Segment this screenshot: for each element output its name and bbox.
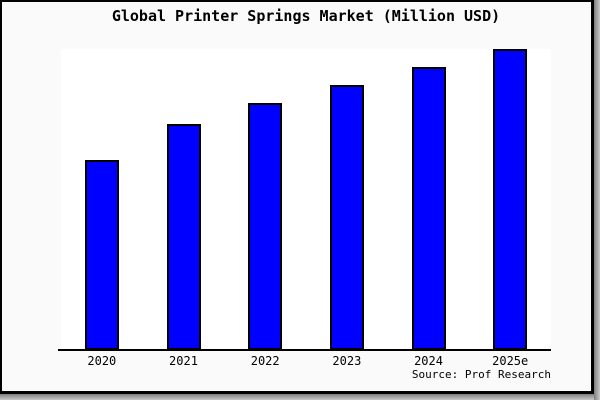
x-tick-label-2025e: 2025e — [492, 354, 529, 368]
bar-2023 — [329, 85, 364, 350]
bar-2024 — [411, 67, 446, 350]
frame-border-right — [591, 0, 594, 394]
frame-shadow-right — [594, 0, 600, 400]
bar-2021 — [166, 124, 201, 350]
frame-border-bottom — [0, 391, 594, 394]
bar-2025e — [493, 49, 528, 350]
bar-slot-2023 — [306, 49, 388, 350]
chart-title: Global Printer Springs Market (Million U… — [111, 7, 501, 25]
x-tick-label-2021: 2021 — [169, 354, 198, 368]
plot-area — [61, 49, 551, 350]
x-tick-label-2020: 2020 — [87, 354, 117, 368]
x-tick-label-2024: 2024 — [414, 354, 443, 368]
source-label: Source: Prof Research — [411, 368, 551, 381]
x-axis-line — [58, 349, 551, 351]
x-tick-label-2022: 2022 — [250, 354, 280, 368]
bar-2020 — [84, 160, 119, 350]
bar-2022 — [248, 103, 283, 350]
frame-shadow-bottom — [0, 394, 594, 400]
frame-border-left — [0, 0, 2, 394]
bar-slot-2020 — [61, 49, 143, 350]
bar-slot-2021 — [143, 49, 225, 350]
bar-slot-2025e — [469, 49, 551, 350]
bar-slot-2024 — [388, 49, 470, 350]
x-axis-labels: 2020 2021 2022 2023 2024 2025e — [61, 354, 551, 368]
x-tick-label-2023: 2023 — [332, 354, 362, 368]
bar-slot-2022 — [224, 49, 306, 350]
frame-border-top — [0, 0, 594, 2]
